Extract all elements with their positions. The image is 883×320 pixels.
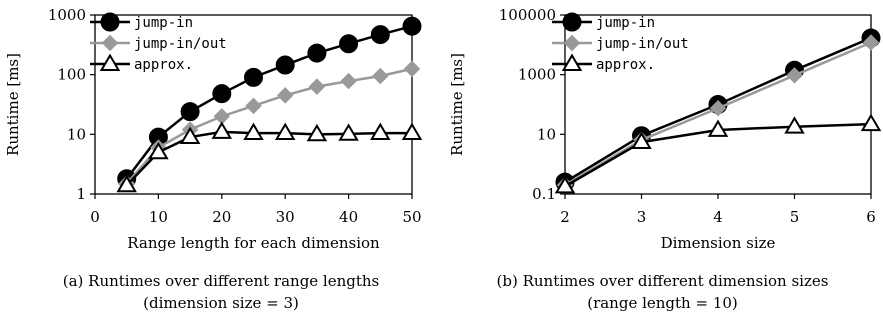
chart-a-y-tick-label: 10 bbox=[67, 125, 86, 143]
chart-a-x-tick-label: 20 bbox=[212, 208, 231, 226]
chart-b-legend-marker bbox=[562, 12, 582, 32]
chart-a-series-line bbox=[125, 24, 413, 180]
chart-b-y-axis-label: Runtime [ms] bbox=[448, 53, 466, 156]
chart-b-y-tick-label: 100000 bbox=[499, 6, 556, 24]
chart-a-legend-marker bbox=[101, 34, 119, 52]
chart-a-data-point bbox=[340, 72, 357, 90]
chart-a-legend-label: jump-in/out bbox=[134, 36, 227, 52]
chart-a-x-tick-label: 0 bbox=[90, 208, 100, 226]
chart-a-data-point bbox=[212, 84, 232, 104]
chart-a-data-point bbox=[307, 43, 327, 63]
chart-a-data-point bbox=[148, 141, 169, 160]
chart-a-data-point bbox=[339, 34, 359, 54]
chart-b-data-point bbox=[786, 67, 803, 84]
chart-a-data-point bbox=[244, 67, 263, 87]
chart-a-data-point bbox=[275, 55, 295, 75]
chart-a-series-2 bbox=[116, 121, 423, 193]
chart-b-data-point bbox=[554, 175, 576, 194]
chart-b-legend-marker bbox=[561, 53, 583, 71]
chart-b-x-tick-label: 6 bbox=[866, 208, 876, 226]
chart-a-y-tick-label: 100 bbox=[57, 66, 86, 84]
chart-a-data-point bbox=[276, 87, 294, 104]
chart-b-x-tick-label: 4 bbox=[713, 208, 723, 226]
chart-a-data-point bbox=[403, 60, 421, 78]
chart-a-data-point bbox=[306, 123, 328, 142]
chart-a-y-axis-label: Runtime [ms] bbox=[4, 53, 22, 156]
chart-b-x-tick-label: 3 bbox=[637, 208, 647, 226]
chart-b-svg: 0.1 10 1000 100000 2 3 4 5 6 Dimension size Runtim… bbox=[448, 6, 882, 252]
chart-a-svg: 1 10 100 1000 0 10 20 30 40 50 Range length for ea… bbox=[4, 6, 423, 252]
chart-a-data-point bbox=[370, 122, 391, 141]
chart-a-data-point bbox=[308, 78, 326, 95]
chart-a-data-point bbox=[179, 126, 201, 145]
chart-a-data-point bbox=[402, 16, 422, 36]
chart-panel-a: 1 10 100 1000 0 10 20 30 40 50 Range length for ea… bbox=[0, 6, 442, 314]
chart-b-data-point bbox=[862, 34, 880, 51]
chart-a-data-point bbox=[180, 102, 200, 122]
chart-a-series-1 bbox=[118, 60, 421, 192]
chart-a-data-point bbox=[372, 67, 389, 85]
chart-b-legend-label: approx. bbox=[596, 57, 655, 73]
chart-a-data-point bbox=[116, 174, 137, 193]
chart-a-legend-marker bbox=[100, 12, 120, 32]
chart-a-plot-frame bbox=[94, 14, 413, 195]
chart-b-series-2 bbox=[554, 113, 882, 194]
chart-b-legend: jump-in jump-in/out approx. bbox=[552, 12, 689, 73]
chart-b-y-tick-label: 1000 bbox=[518, 66, 556, 84]
chart-a-data-point bbox=[243, 122, 264, 141]
chart-b-data-point bbox=[860, 113, 882, 132]
chart-b-data-point bbox=[709, 100, 727, 117]
chart-a-caption-line1: (a) Runtimes over different range length… bbox=[62, 272, 380, 290]
chart-a-legend-marker bbox=[99, 53, 121, 71]
chart-a-legend: jump-in jump-in/out approx. bbox=[90, 12, 227, 73]
chart-a-data-point bbox=[401, 122, 423, 141]
chart-b-legend-label: jump-in/out bbox=[596, 36, 689, 52]
chart-a-data-point bbox=[338, 123, 359, 141]
chart-a-caption-line2: (dimension size = 3) bbox=[143, 294, 299, 312]
chart-b-caption-line1: (b) Runtimes over different dimension si… bbox=[496, 272, 829, 290]
chart-a-data-point bbox=[370, 25, 390, 45]
chart-a-x-tick-label: 50 bbox=[402, 208, 421, 226]
chart-a-y-tick-label: 1000 bbox=[48, 6, 86, 24]
chart-b-data-point bbox=[631, 131, 652, 150]
chart-a-x-tick-label: 30 bbox=[276, 208, 295, 226]
chart-a-data-point bbox=[274, 122, 296, 141]
chart-b-caption-line2: (range length = 10) bbox=[587, 294, 738, 312]
chart-a-data-point bbox=[245, 97, 262, 115]
chart-b-data-point bbox=[784, 116, 805, 134]
chart-b-caption: (b) Runtimes over different dimension si… bbox=[442, 270, 883, 314]
chart-panel-b: 0.1 10 1000 100000 2 3 4 5 6 Dimension size Runtim… bbox=[442, 0, 883, 320]
chart-a-legend-label: approx. bbox=[134, 57, 193, 73]
chart-a-caption: (a) Runtimes over different range length… bbox=[0, 270, 442, 314]
chart-b-legend-label: jump-in bbox=[596, 15, 655, 31]
chart-b-y-tick-label: 10 bbox=[537, 125, 556, 143]
chart-a-x-tick-label: 10 bbox=[149, 208, 168, 226]
chart-b-x-axis-label: Dimension size bbox=[661, 234, 776, 252]
chart-a-x-tick-label: 40 bbox=[339, 208, 358, 226]
chart-b-series-1 bbox=[556, 34, 880, 194]
chart-a-series-line bbox=[125, 67, 413, 185]
chart-b-x-tick-label: 2 bbox=[560, 208, 570, 226]
chart-b-x-tick-label: 5 bbox=[790, 208, 800, 226]
chart-b-data-point bbox=[707, 119, 729, 137]
chart-a-x-axis-label: Range length for each dimension bbox=[127, 234, 380, 252]
chart-a-y-tick-label: 1 bbox=[76, 185, 86, 203]
chart-a-legend-label: jump-in bbox=[134, 15, 193, 31]
chart-a-data-point bbox=[211, 121, 233, 139]
chart-b-y-tick-label: 0.1 bbox=[532, 185, 556, 203]
chart-a-series-line bbox=[125, 130, 412, 187]
chart-b-legend-marker bbox=[563, 34, 581, 52]
